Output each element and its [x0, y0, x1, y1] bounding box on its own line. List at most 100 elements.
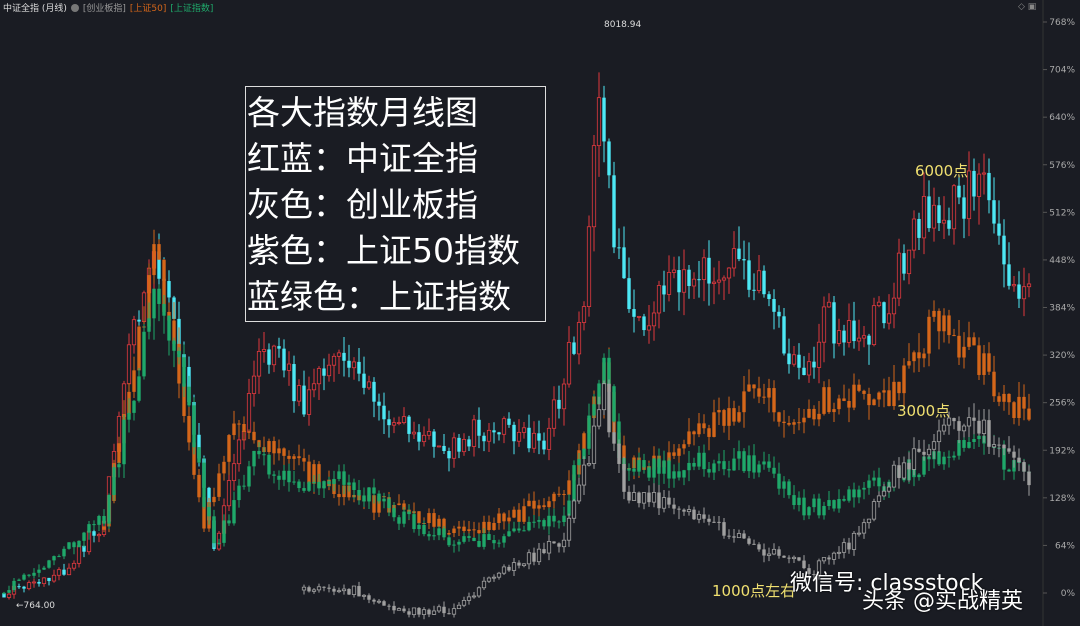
candle-sh [747, 455, 751, 472]
candle-sz50 [872, 399, 876, 406]
candle-sh [792, 495, 796, 506]
candle-main [976, 173, 982, 197]
candle-sh [282, 470, 286, 480]
candle-cyb [952, 418, 956, 422]
candle-main [497, 432, 501, 435]
candle-cyb [981, 419, 987, 434]
candle-main [457, 437, 461, 452]
candle-main [752, 289, 756, 291]
candle-sz50 [672, 452, 676, 456]
candle-main [607, 141, 611, 176]
candle-sz50 [227, 435, 231, 462]
candle-cyb [561, 539, 567, 548]
candle-sz50 [147, 275, 151, 327]
candle-sh [547, 515, 551, 527]
candle-sz50 [152, 244, 156, 276]
candle-main [617, 247, 621, 249]
candle-sh [467, 536, 471, 538]
candle-sh [352, 482, 356, 490]
candle-sz50 [522, 506, 526, 522]
candle-sz50 [972, 337, 976, 346]
legend-main[interactable]: 中证全指 (月线) [3, 4, 67, 14]
candle-sz50 [827, 387, 831, 413]
candle-cyb [836, 551, 842, 554]
candle-sh [447, 537, 451, 546]
candle-main [627, 278, 631, 310]
candle-cyb [922, 451, 926, 455]
candle-sz50 [532, 500, 536, 509]
candle-main [911, 218, 917, 251]
candle-sh [252, 450, 256, 467]
candle-sz50 [697, 423, 701, 435]
candle-sh [287, 470, 291, 483]
candle-main [62, 569, 66, 575]
candle-sh [807, 507, 811, 516]
candle-sh [102, 515, 106, 524]
candle-sz50 [222, 461, 226, 474]
candle-main [987, 172, 991, 201]
candle-sz50 [717, 410, 721, 413]
candle-main [47, 577, 51, 582]
candle-sz50 [847, 400, 851, 408]
candle-sh [162, 303, 166, 316]
textbox-line: 红蓝：中证全指 [247, 139, 478, 178]
candle-main [941, 219, 947, 224]
candle-sh [527, 521, 531, 531]
candle-sh [722, 461, 726, 470]
candle-sh [917, 474, 921, 478]
candle-sh [367, 487, 371, 502]
candle-sz50 [907, 361, 911, 366]
candle-sh [582, 448, 586, 460]
diamond-icon[interactable]: ◇ [1018, 2, 1025, 12]
candle-cyb [461, 600, 467, 606]
panel-icon[interactable]: ▣ [1027, 2, 1037, 12]
candle-main [527, 427, 531, 449]
candle-main [2, 593, 6, 598]
candle-sh [787, 481, 791, 496]
legend-sz50[interactable]: [上证50] [129, 4, 167, 14]
candle-sz50 [277, 448, 281, 454]
y-tick-label: 0% [1061, 589, 1076, 599]
candle-cyb [931, 441, 937, 450]
candle-sz50 [137, 326, 141, 371]
candle-cyb [911, 448, 917, 470]
candle-cyb [641, 492, 647, 504]
candle-sh [727, 469, 731, 471]
candle-main [71, 562, 77, 569]
candle-sh [7, 590, 11, 593]
candle-main [387, 419, 391, 426]
candle-cyb [757, 544, 761, 550]
legend-sse[interactable]: [上证指数] [170, 4, 214, 14]
candle-main [461, 438, 467, 453]
chart-legend: 中证全指 (月线) [创业板指] [上证50] [上证指数] [3, 1, 213, 14]
candle-main [886, 313, 892, 324]
candle-main [821, 306, 827, 343]
settings-icon[interactable] [70, 3, 79, 12]
candle-main [507, 418, 511, 425]
candle-main [471, 419, 477, 447]
candle-sz50 [567, 480, 571, 495]
candle-cyb [532, 552, 536, 562]
candle-sh [577, 459, 581, 466]
candle-sz50 [877, 392, 881, 400]
candle-sz50 [997, 396, 1001, 402]
candle-sh [827, 500, 831, 507]
candle-cyb [517, 562, 521, 566]
candle-sz50 [437, 518, 441, 527]
candle-sh [12, 580, 16, 591]
candle-sh [272, 474, 276, 476]
candle-sz50 [932, 310, 936, 317]
legend-chinext[interactable]: [创业板指] [82, 4, 126, 14]
candle-sz50 [962, 346, 966, 358]
candle-sh [32, 572, 36, 576]
candle-sh [832, 500, 836, 509]
candle-cyb [357, 586, 361, 597]
candle-sz50 [492, 522, 496, 530]
candle-main [1007, 264, 1011, 286]
candle-sh [627, 468, 631, 471]
candle-sh [142, 331, 146, 377]
candle-sh [232, 500, 236, 524]
candle-sh [942, 456, 946, 465]
candle-sz50 [757, 388, 761, 397]
candle-cyb [797, 557, 801, 561]
